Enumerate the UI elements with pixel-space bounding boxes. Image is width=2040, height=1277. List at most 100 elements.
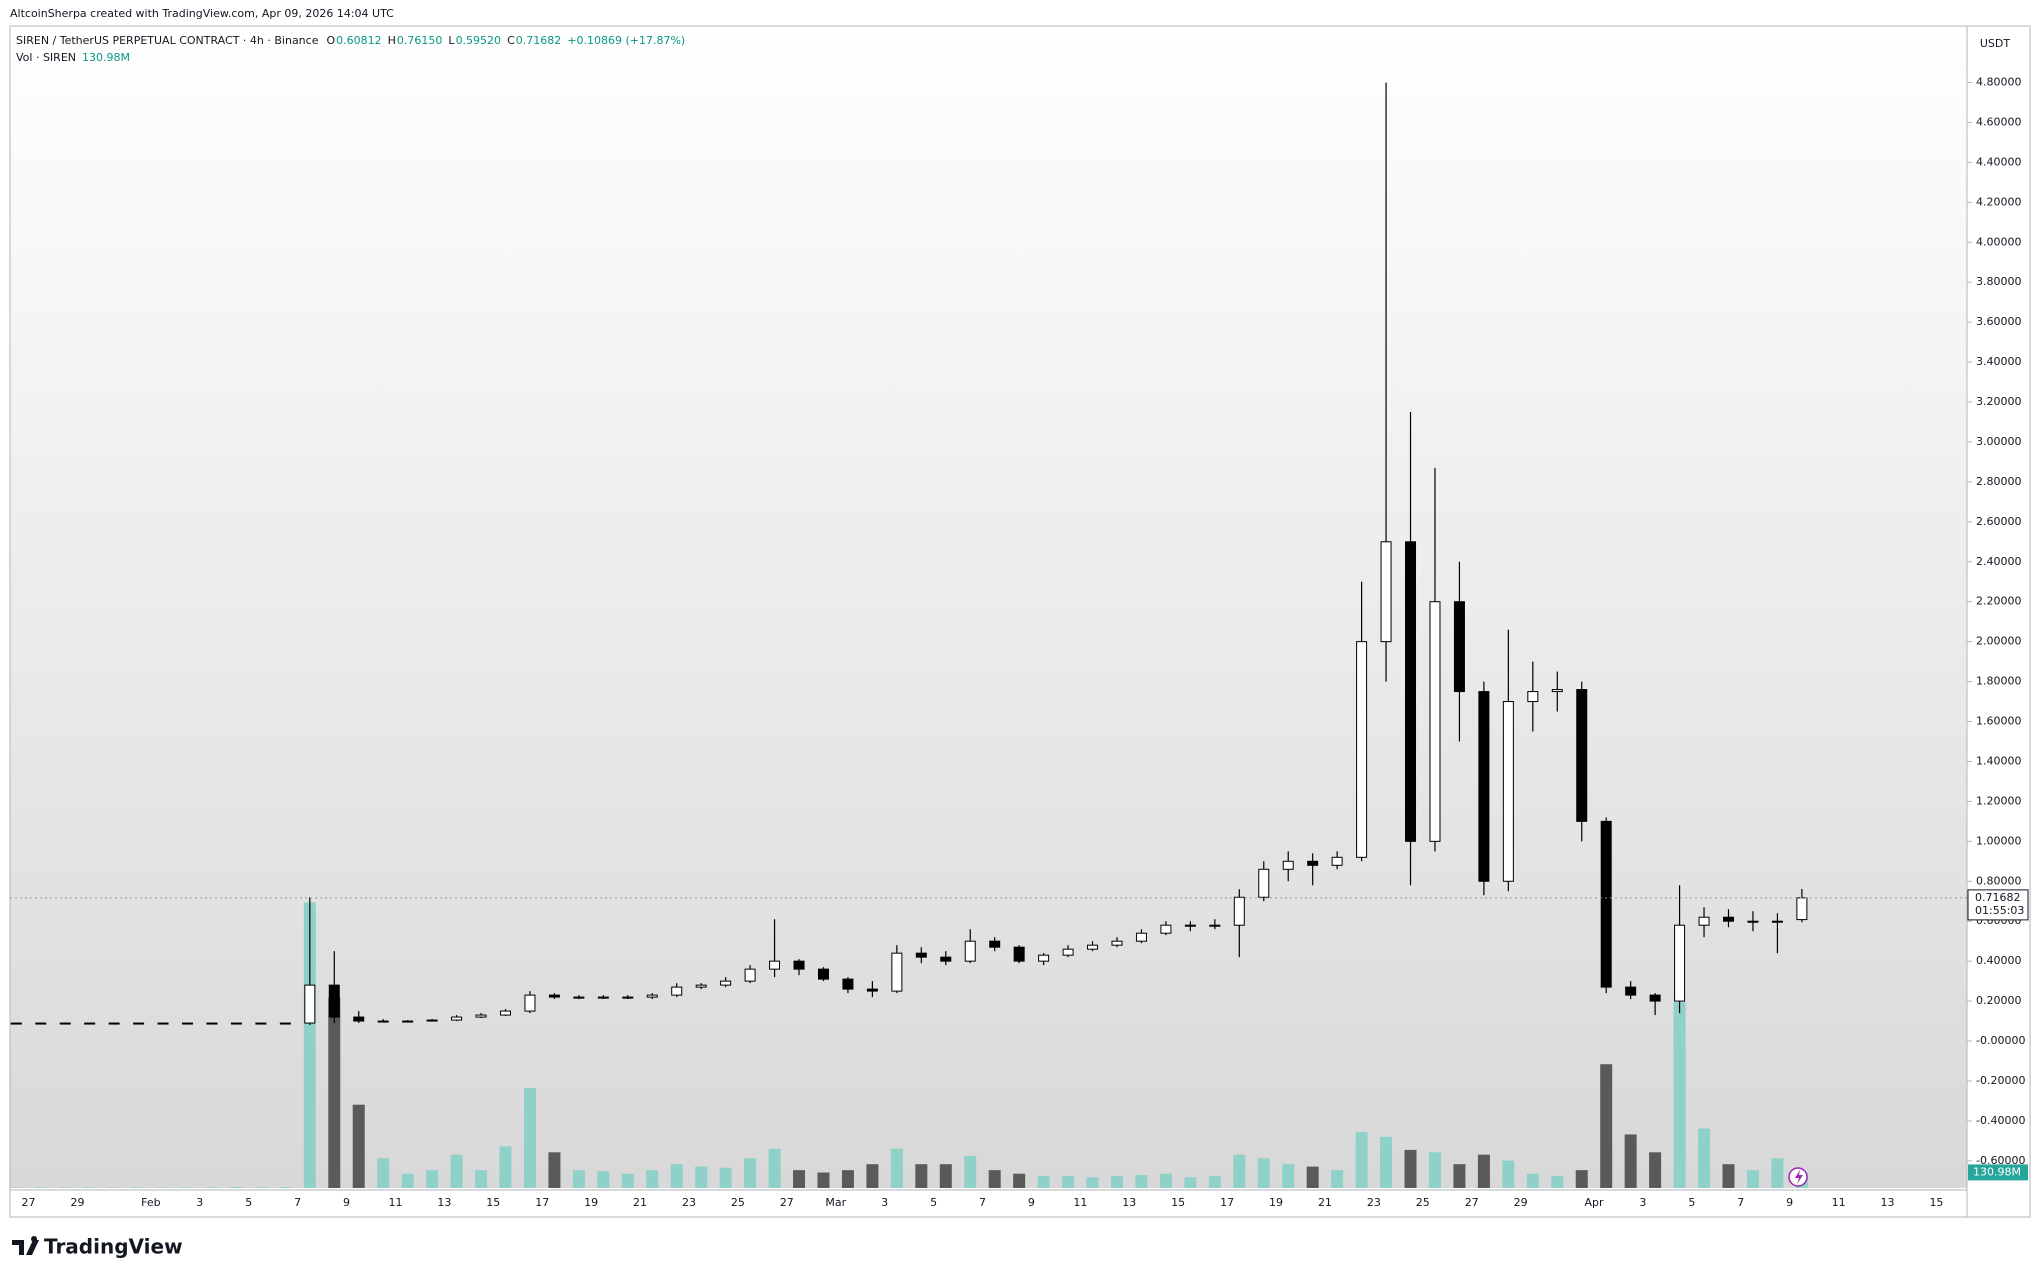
volume-bar: [793, 1170, 806, 1188]
y-tick-label: 4.00000: [1976, 235, 2022, 248]
volume-bar: [1159, 1173, 1172, 1188]
volume-bar: [1526, 1173, 1539, 1188]
volume-bar: [523, 1088, 536, 1188]
volume-bar: [59, 1187, 72, 1188]
ohlc-value: 0.76150: [397, 34, 443, 47]
volume-bar: [964, 1155, 977, 1188]
volume-bar: [1453, 1164, 1466, 1188]
y-tick-label: 3.80000: [1976, 275, 2022, 288]
x-tick-label: 3: [881, 1196, 888, 1209]
candle-body: [182, 1022, 194, 1025]
candle-body: [1674, 924, 1686, 1002]
volume-bar: [597, 1171, 610, 1188]
y-tick-label: 2.20000: [1976, 595, 2022, 608]
volume-bar: [230, 1187, 243, 1188]
volume-bar: [377, 1158, 390, 1188]
candle-body: [720, 980, 732, 986]
x-tick-label: Mar: [825, 1196, 846, 1209]
volume-bar: [1771, 1158, 1784, 1188]
plot: -0.60000 -0.40000 -0.20000 -0.00000 0.20000 0…: [10, 76, 2029, 1209]
y-tick-label: 4.20000: [1976, 195, 2022, 208]
x-tick-label: 11: [1073, 1196, 1087, 1209]
candle-body: [1209, 924, 1221, 927]
candle-body: [1405, 541, 1417, 842]
x-tick-label: 27: [22, 1196, 36, 1209]
candle-body: [1233, 896, 1245, 926]
candle-body: [35, 1022, 47, 1025]
candle-body: [1111, 940, 1123, 946]
volume-bar: [1624, 1134, 1637, 1188]
volume-bar: [1355, 1132, 1368, 1188]
volume-bar: [1282, 1164, 1295, 1188]
y-tick-label: 1.80000: [1976, 675, 2022, 688]
volume-bar: [1233, 1154, 1246, 1188]
y-tick-label: 0.20000: [1976, 994, 2022, 1007]
y-tick-label: 1.00000: [1976, 834, 2022, 847]
candle-body: [1013, 946, 1025, 962]
candle-body: [1796, 897, 1808, 921]
candle-body: [695, 984, 707, 988]
candle-body: [989, 940, 1001, 948]
volume-bar: [401, 1173, 414, 1188]
candle-body: [1453, 601, 1465, 693]
candle-body: [10, 1022, 22, 1025]
y-tick-label: 2.40000: [1976, 555, 2022, 568]
x-tick-label: Apr: [1584, 1196, 1604, 1209]
candle-body: [1649, 994, 1661, 1002]
candle-body: [1038, 954, 1050, 962]
candle-body: [1478, 691, 1490, 882]
x-tick-label: 13: [1122, 1196, 1136, 1209]
volume-bar: [205, 1187, 218, 1188]
x-tick-label: 21: [1318, 1196, 1332, 1209]
volume-bar: [1135, 1174, 1148, 1188]
currency: USDT: [1980, 37, 2011, 50]
candle-body: [769, 960, 781, 970]
symbol: SIREN / TetherUS PERPETUAL CONTRACT · 4h…: [16, 34, 319, 47]
candle-body: [940, 956, 952, 962]
candle-body: [451, 1016, 463, 1021]
volume-bar: [1722, 1164, 1735, 1188]
candle-body: [1551, 689, 1563, 693]
candle-body: [622, 996, 634, 999]
ohlc-value: 0.59520: [456, 34, 502, 47]
candle-body: [353, 1016, 365, 1022]
x-tick-label: 29: [70, 1196, 84, 1209]
candle-body: [133, 1022, 145, 1025]
volume-bar: [475, 1170, 488, 1188]
x-tick-label: 25: [731, 1196, 745, 1209]
candle-body: [1307, 860, 1319, 866]
candle-body: [1380, 541, 1392, 643]
candle-body: [964, 940, 976, 962]
legend: SIREN / TetherUS PERPETUAL CONTRACT · 4h…: [16, 34, 685, 64]
x-tick-label: 5: [245, 1196, 252, 1209]
candle-body: [1356, 641, 1368, 858]
candle-body: [1135, 932, 1147, 942]
y-tick-label: 4.80000: [1976, 76, 2022, 89]
volume-bar: [621, 1173, 634, 1188]
candle-body: [304, 984, 316, 1024]
last-price: 0.71682: [1975, 891, 2021, 904]
volume-bar: [915, 1164, 928, 1188]
x-tick-label: 21: [633, 1196, 647, 1209]
x-tick-label: 17: [1220, 1196, 1234, 1209]
x-tick-label: 29: [1514, 1196, 1528, 1209]
candle-body: [573, 996, 585, 999]
x-tick-label: 11: [388, 1196, 402, 1209]
x-tick-label: 11: [1832, 1196, 1846, 1209]
y-tick-label: -0.00000: [1976, 1034, 2025, 1047]
candle-body: [1625, 986, 1637, 996]
volume-bar: [939, 1164, 952, 1188]
y-tick-label: -0.20000: [1976, 1074, 2025, 1087]
change: +0.10869 (+17.87%): [567, 34, 685, 47]
y-tick-label: -0.40000: [1976, 1114, 2025, 1127]
x-tick-label: 13: [437, 1196, 451, 1209]
volume-bar: [254, 1187, 267, 1188]
x-tick-label: 5: [1688, 1196, 1695, 1209]
volume-bar: [988, 1170, 1001, 1188]
candle-body: [1527, 691, 1539, 703]
candle-body: [891, 952, 903, 992]
countdown: 01:55:03: [1975, 904, 2024, 917]
x-tick-label: Feb: [141, 1196, 160, 1209]
candle-body: [59, 1022, 71, 1025]
candle-body: [230, 1022, 242, 1025]
